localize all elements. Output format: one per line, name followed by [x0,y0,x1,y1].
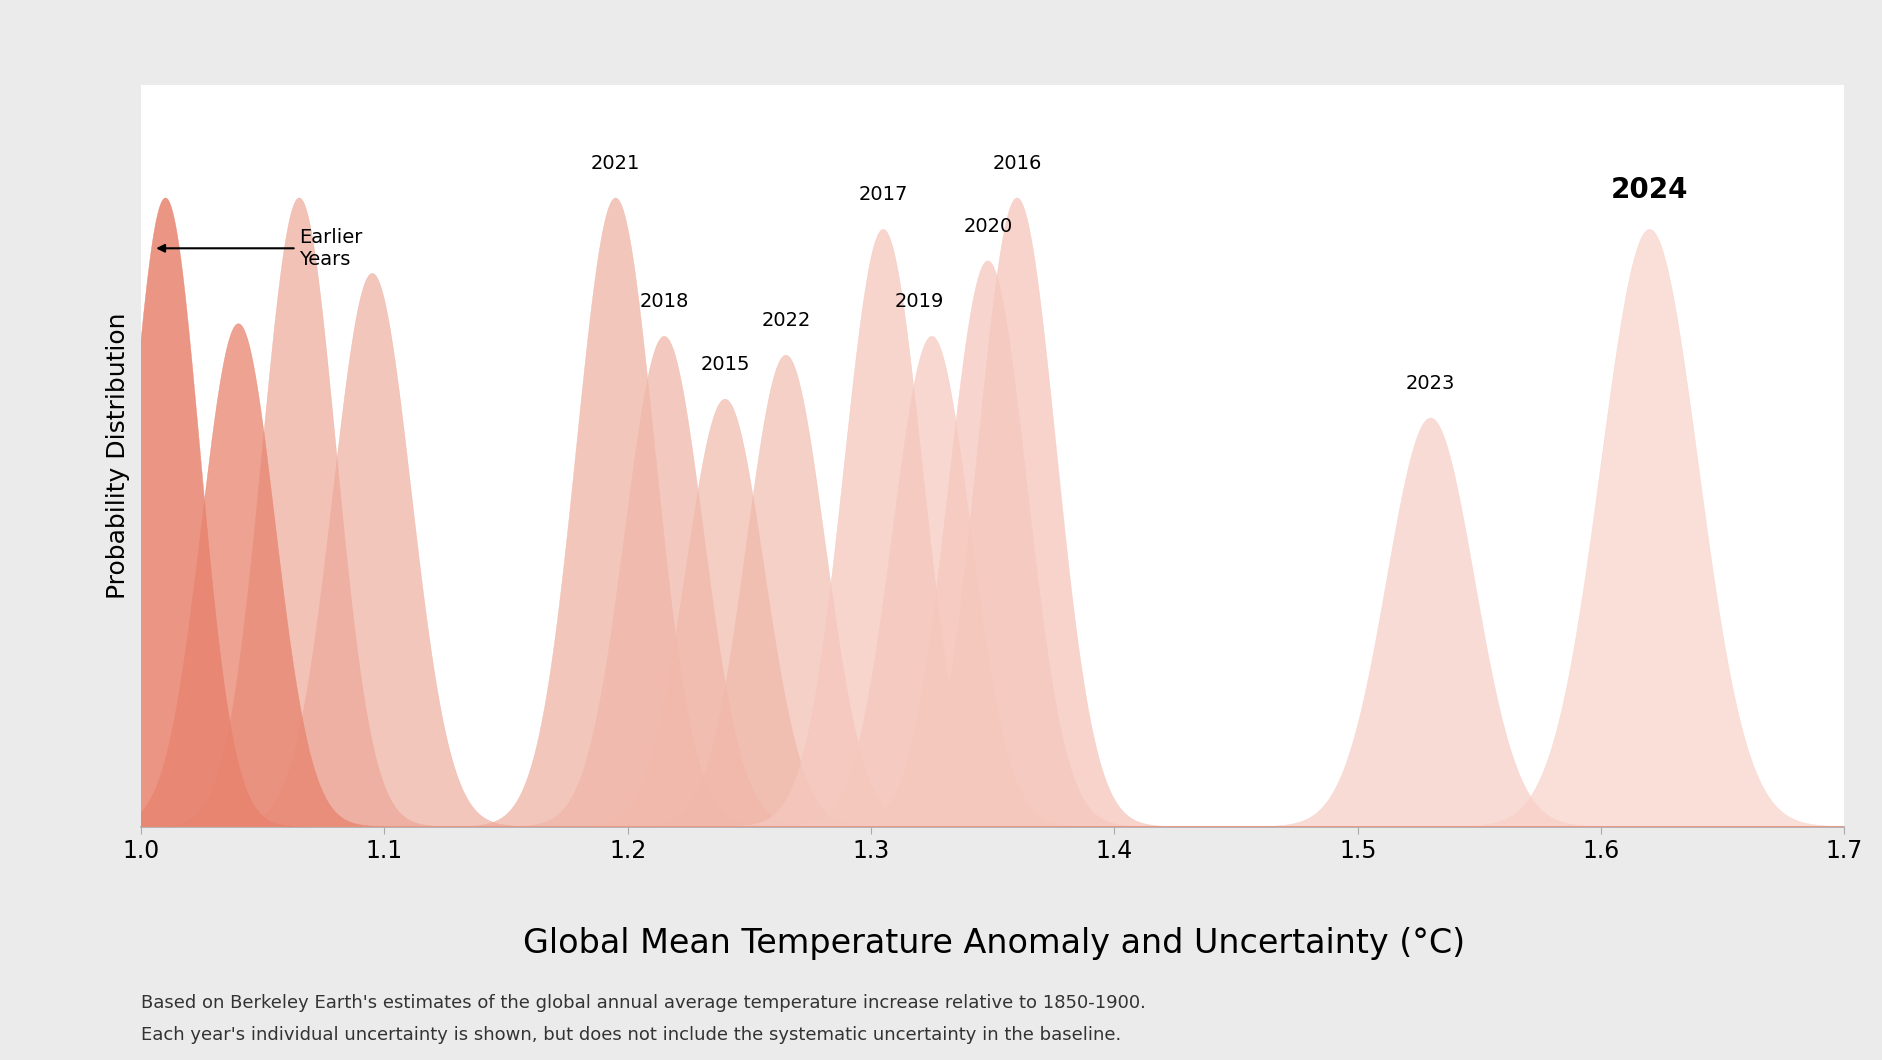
Text: 2015: 2015 [700,355,749,374]
Text: 2016: 2016 [992,154,1043,173]
Y-axis label: Probability Distribution: Probability Distribution [105,313,130,599]
Text: 2019: 2019 [896,293,945,312]
Text: Each year's individual uncertainty is shown, but does not include the systematic: Each year's individual uncertainty is sh… [141,1026,1122,1044]
Text: 2021: 2021 [591,154,640,173]
Text: 2018: 2018 [640,293,689,312]
Text: Earlier
Years: Earlier Years [158,228,363,269]
Text: Global Mean Temperature Anomaly and Uncertainty (°C): Global Mean Temperature Anomaly and Unce… [523,928,1464,960]
Text: Based on Berkeley Earth's estimates of the global annual average temperature inc: Based on Berkeley Earth's estimates of t… [141,994,1146,1012]
Text: 2023: 2023 [1406,374,1455,393]
Text: 2022: 2022 [760,311,811,330]
Text: 2020: 2020 [964,216,1013,235]
Text: 2017: 2017 [858,186,907,205]
Text: 2024: 2024 [1611,176,1688,205]
